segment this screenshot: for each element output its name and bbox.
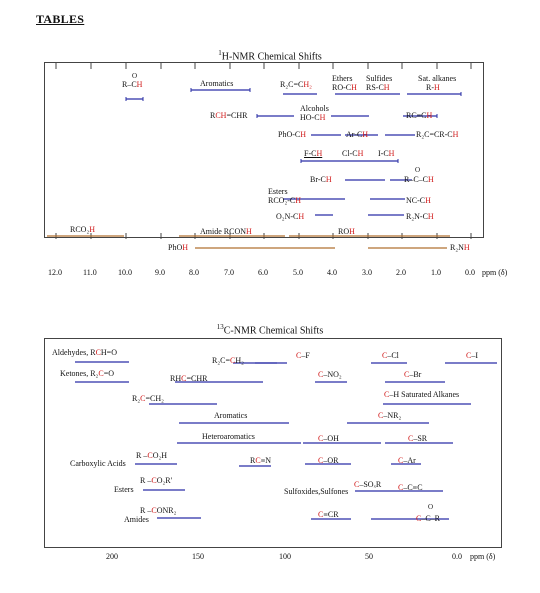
c-label-c-ar: C–Ar — [398, 456, 416, 465]
c-label-r-conr2: R –CONR₂ — [140, 506, 177, 515]
c-nmr-chart — [44, 338, 502, 548]
h-label-esters: Esters — [268, 187, 288, 196]
h-label-alcohols-sub: HO-CH — [300, 113, 326, 122]
h-nmr-chart — [44, 62, 484, 249]
h-label-cl-ch: Cl-CH — [342, 149, 364, 158]
h-tick-5: 5.0 — [293, 268, 303, 277]
c-label-sulfoxides: Sulfoxides,Sulfones — [284, 487, 349, 496]
h-label-r2nh: R₂NH — [450, 243, 470, 252]
h-label-f-ch: F-CH — [304, 149, 323, 158]
h-bar-ends — [125, 88, 462, 163]
h-tick-6: 6.0 — [258, 268, 268, 277]
c-label-c-or: C–OR — [318, 456, 339, 465]
h-label-roh: ROH — [338, 227, 355, 236]
c-tick-50: 50 — [365, 552, 373, 561]
h-label-r2n-ch: R₂N-CH — [406, 212, 434, 221]
h-label-r2c-cr-ch: R₂C=CR-CH — [416, 130, 459, 139]
h-tick-9: 9.0 — [155, 268, 165, 277]
c-label-c-co-r: C–C–R — [416, 514, 441, 523]
h-label-r2c-ch2: R₂C=CH₂ — [280, 80, 312, 89]
c-label-carboxylic: Carboxylic Acids — [70, 459, 126, 468]
c-label-r-co2h: R –CO₂H — [136, 451, 168, 460]
h-label-sat-alkanes-sub: R-H — [426, 83, 440, 92]
c-label-rc-n: RC≡N — [250, 456, 271, 465]
c-label-c-nr2: C–NR₂ — [378, 411, 402, 420]
c-label-rhc-chr: RHC=CHR — [170, 374, 208, 383]
c-range-bars — [75, 361, 497, 520]
h-label-ethers: Ethers — [332, 74, 353, 83]
h-label-sat-alkanes: Sat. alkanes — [418, 74, 457, 83]
c-label-c-sr: C–SR — [408, 434, 428, 443]
h-label-ketone-o: O — [415, 166, 421, 174]
h-label-sulfides-sub: RS-CH — [366, 83, 390, 92]
h-label-i-ch: I-CH — [378, 149, 395, 158]
h-label-aldehyde: R–CH — [122, 80, 143, 89]
c-label-aromatics: Aromatics — [214, 411, 248, 420]
h-tick-3: 3.0 — [362, 268, 372, 277]
c-label-c-sox-r: C–SOₓR — [354, 480, 382, 489]
h-tick-10: 10.0 — [118, 268, 132, 277]
h-label-ketone-ch: R–C–CH — [404, 175, 434, 184]
c-axis-unit: ppm (δ) — [470, 552, 496, 561]
c-label-c-oh: C–OH — [318, 434, 339, 443]
c-label-ketones: Ketones, R₂C=O — [60, 369, 114, 378]
h-nmr-svg — [47, 63, 472, 249]
h-tick-2: 2.0 — [396, 268, 406, 277]
c-label-esters: Esters — [114, 485, 134, 494]
h-label-amide: Amide RCONH — [200, 227, 252, 236]
c-label-c-co-r-o: O — [428, 503, 434, 511]
page-heading: TABLES — [36, 12, 85, 26]
c-label-c-br: C–Br — [404, 370, 422, 379]
h-label-alcohols: Alcohols — [300, 104, 329, 113]
c-label-c-cc: C–C≡C — [398, 483, 423, 492]
c-label-c-cr: C≡CR — [318, 510, 339, 519]
c-label-c-i: C–I — [466, 351, 479, 360]
h-label-ethers-sub: RO-CH — [332, 83, 357, 92]
c-tick-0: 0.0 — [452, 552, 462, 561]
c-label-aldehydes: Aldehydes, RCH=O — [52, 348, 117, 357]
c-tick-150: 150 — [192, 552, 204, 561]
h-tick-7: 7.0 — [224, 268, 234, 277]
h-range-bars — [126, 89, 461, 216]
h-broad-bars — [47, 235, 450, 249]
h-tick-12: 12.0 — [48, 268, 62, 277]
h-label-phoh: PhOH — [168, 243, 189, 252]
h-tick-1: 1.0 — [431, 268, 441, 277]
c-label-r2c-ch2: R₂C=CH₂ — [212, 356, 244, 365]
h-label-aldehyde-o: O — [132, 72, 138, 80]
h-label-pho-ch: PhO-CH — [278, 130, 307, 139]
c-tick-200: 200 — [106, 552, 118, 561]
h-label-sulfides: Sulfides — [366, 74, 393, 83]
c-label-c-f: C–F — [296, 351, 310, 360]
h-tick-4: 4.0 — [327, 268, 337, 277]
h-label-rc-ch: RC≡CH — [406, 111, 433, 120]
c-label-c-h-sat: C–H Saturated Alkanes — [384, 390, 460, 399]
c-nmr-svg — [75, 361, 497, 520]
c-label-amides: Amides — [124, 515, 149, 524]
h-chart-title: 1H-NMR Chemical Shifts — [218, 49, 322, 63]
c-label-c-cl: C–Cl — [382, 351, 399, 360]
c-label-r2c-ch2-b: R₂C=CH₂ — [132, 394, 164, 403]
h-label-o2n-ch: O₂N-CH — [276, 212, 305, 221]
h-label-esters-sub: RCO₂-CH — [268, 196, 302, 205]
h-axis-unit: ppm (δ) — [482, 268, 508, 277]
c-label-r-co2r: R –CO₂R' — [140, 476, 173, 485]
c-tick-100: 100 — [279, 552, 291, 561]
h-top-ticks — [55, 63, 472, 69]
c-label-heteroaromatics: Heteroaromatics — [202, 432, 255, 441]
h-label-nc-ch: NC-CH — [406, 196, 431, 205]
h-tick-11: 11.0 — [83, 268, 97, 277]
h-tick-0: 0.0 — [465, 268, 475, 277]
c-label-c-no2: C–NO₂ — [318, 370, 342, 379]
h-label-aromatics: Aromatics — [200, 79, 234, 88]
h-tick-8: 8.0 — [189, 268, 199, 277]
h-label-rch-chr: RCH=CHR — [210, 111, 248, 120]
c-chart-title: 13C-NMR Chemical Shifts — [216, 323, 324, 337]
h-label-rco2h: RCO₂H — [70, 225, 96, 234]
h-label-ar-ch: Ar-CH — [346, 130, 369, 139]
h-label-br-ch: Br-CH — [310, 175, 332, 184]
